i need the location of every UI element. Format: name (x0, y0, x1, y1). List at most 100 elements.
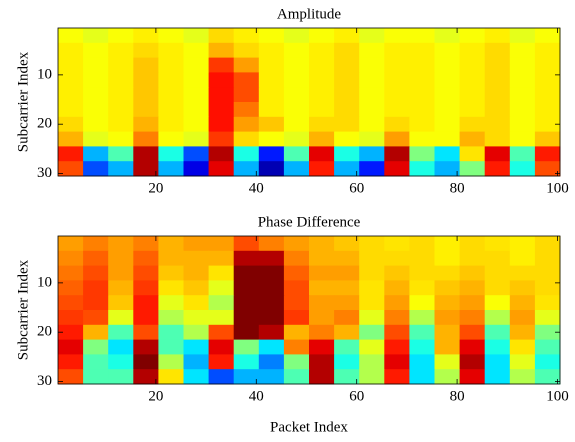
heat-cell (183, 339, 210, 355)
heat-cell (183, 324, 210, 341)
heat-cell (334, 310, 360, 326)
heat-cell (434, 236, 461, 252)
heat-cell (309, 265, 335, 281)
heat-cell (459, 131, 486, 147)
heat-cell (283, 280, 310, 296)
heat-cell (58, 324, 84, 341)
heat-cell (409, 354, 435, 370)
heat-cell (58, 161, 84, 177)
heat-cell (484, 57, 511, 73)
heat-cell (534, 161, 561, 177)
heat-cell (208, 265, 235, 281)
heat-cell (309, 236, 335, 252)
x-tick-label: 20 (148, 388, 163, 404)
heat-cell (484, 87, 511, 103)
heat-cell (384, 57, 410, 73)
heat-cell (359, 131, 385, 147)
heat-cell (283, 131, 310, 147)
heat-cell (334, 146, 360, 162)
chart-title: Phase Difference (258, 214, 361, 230)
heat-cell (409, 265, 435, 281)
heat-cell (208, 161, 235, 177)
heat-cell (409, 28, 435, 44)
heat-cell (233, 146, 260, 162)
heat-cell (334, 250, 360, 267)
heat-cell (258, 87, 285, 103)
heat-cell (133, 57, 159, 73)
heat-cell (208, 310, 235, 326)
heat-cell (359, 28, 385, 44)
heat-cell (183, 310, 210, 326)
heat-cell (83, 310, 109, 326)
heat-cell (158, 72, 184, 88)
heat-cell (409, 339, 435, 355)
heat-cell (233, 310, 260, 326)
x-tick-label: 100 (546, 388, 569, 404)
heat-cell (133, 250, 159, 267)
heat-cell (484, 28, 511, 44)
heat-cell (309, 295, 335, 311)
heat-cell (309, 42, 335, 59)
heat-cell (158, 131, 184, 147)
heat-cell (484, 324, 511, 341)
heat-cell (484, 295, 511, 311)
heat-cell (459, 87, 486, 103)
heat-cell (58, 146, 84, 162)
heat-cell (83, 131, 109, 147)
heat-cell (58, 57, 84, 73)
heat-cell (359, 116, 385, 133)
heat-cell (509, 28, 536, 44)
heat-cell (509, 72, 536, 88)
heat-cell (208, 28, 235, 44)
heat-cell (183, 161, 210, 177)
heat-cell (83, 42, 109, 59)
heat-cell (158, 265, 184, 281)
heat-cell (283, 57, 310, 73)
heat-cell (158, 369, 184, 385)
heat-cell (534, 146, 561, 162)
heat-cell (83, 161, 109, 177)
heat-cell (108, 369, 134, 385)
heat-cell (208, 250, 235, 267)
y-tick-label: 20 (37, 324, 52, 340)
heat-cell (183, 72, 210, 88)
heat-cell (334, 161, 360, 177)
heat-cell (108, 265, 134, 281)
heat-cell (133, 146, 159, 162)
x-tick-label: 60 (349, 180, 364, 196)
heat-cell (534, 369, 561, 385)
heat-cell (359, 310, 385, 326)
heat-cell (183, 295, 210, 311)
heat-cell (534, 265, 561, 281)
heat-cell (233, 28, 260, 44)
heat-cell (434, 102, 461, 118)
x-axis-label: Packet Index (270, 419, 348, 435)
heat-cell (484, 250, 511, 267)
heat-cell (258, 102, 285, 118)
heat-cell (509, 310, 536, 326)
heat-cell (359, 369, 385, 385)
heat-cell (108, 72, 134, 88)
heat-cell (283, 250, 310, 267)
heat-cell (409, 236, 435, 252)
heat-cell (459, 265, 486, 281)
x-tick-label: 40 (249, 180, 264, 196)
heat-cell (484, 369, 511, 385)
heat-cell (309, 102, 335, 118)
heat-cell (509, 161, 536, 177)
heat-cell (283, 295, 310, 311)
heat-cell (108, 324, 134, 341)
heat-cell (484, 354, 511, 370)
heat-cell (283, 116, 310, 133)
heat-cell (359, 236, 385, 252)
heat-cell (158, 102, 184, 118)
heat-cell (283, 339, 310, 355)
heat-cell (459, 369, 486, 385)
heat-cell (58, 42, 84, 59)
heat-cell (409, 72, 435, 88)
heat-cell (509, 354, 536, 370)
heat-cell (133, 42, 159, 59)
heat-cell (359, 161, 385, 177)
heat-cell (133, 131, 159, 147)
heat-cell (208, 369, 235, 385)
